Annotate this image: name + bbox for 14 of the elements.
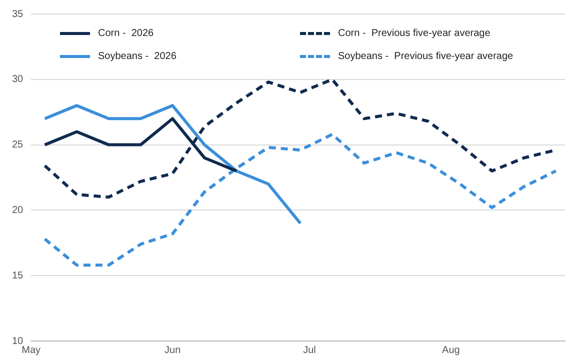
y-tick-label: 20 (12, 204, 24, 216)
legend-label: Soybeans - Previous five-year average (338, 51, 514, 62)
y-tick-label: 10 (12, 336, 24, 347)
legend-label: Soybeans - 2026 (98, 51, 176, 62)
x-tick-label: Jun (164, 344, 181, 356)
y-tick-label: 35 (12, 8, 24, 20)
y-tick-label: 15 (12, 270, 24, 282)
x-tick-label: May (22, 344, 41, 356)
y-tick-label: 30 (12, 74, 24, 86)
x-tick-label: Aug (442, 344, 460, 356)
legend-label: Corn - Previous five-year average (338, 28, 490, 39)
y-tick-label: 25 (12, 140, 24, 151)
x-tick-label: Jul (303, 344, 316, 356)
legend-label: Corn - 2026 (98, 28, 154, 39)
